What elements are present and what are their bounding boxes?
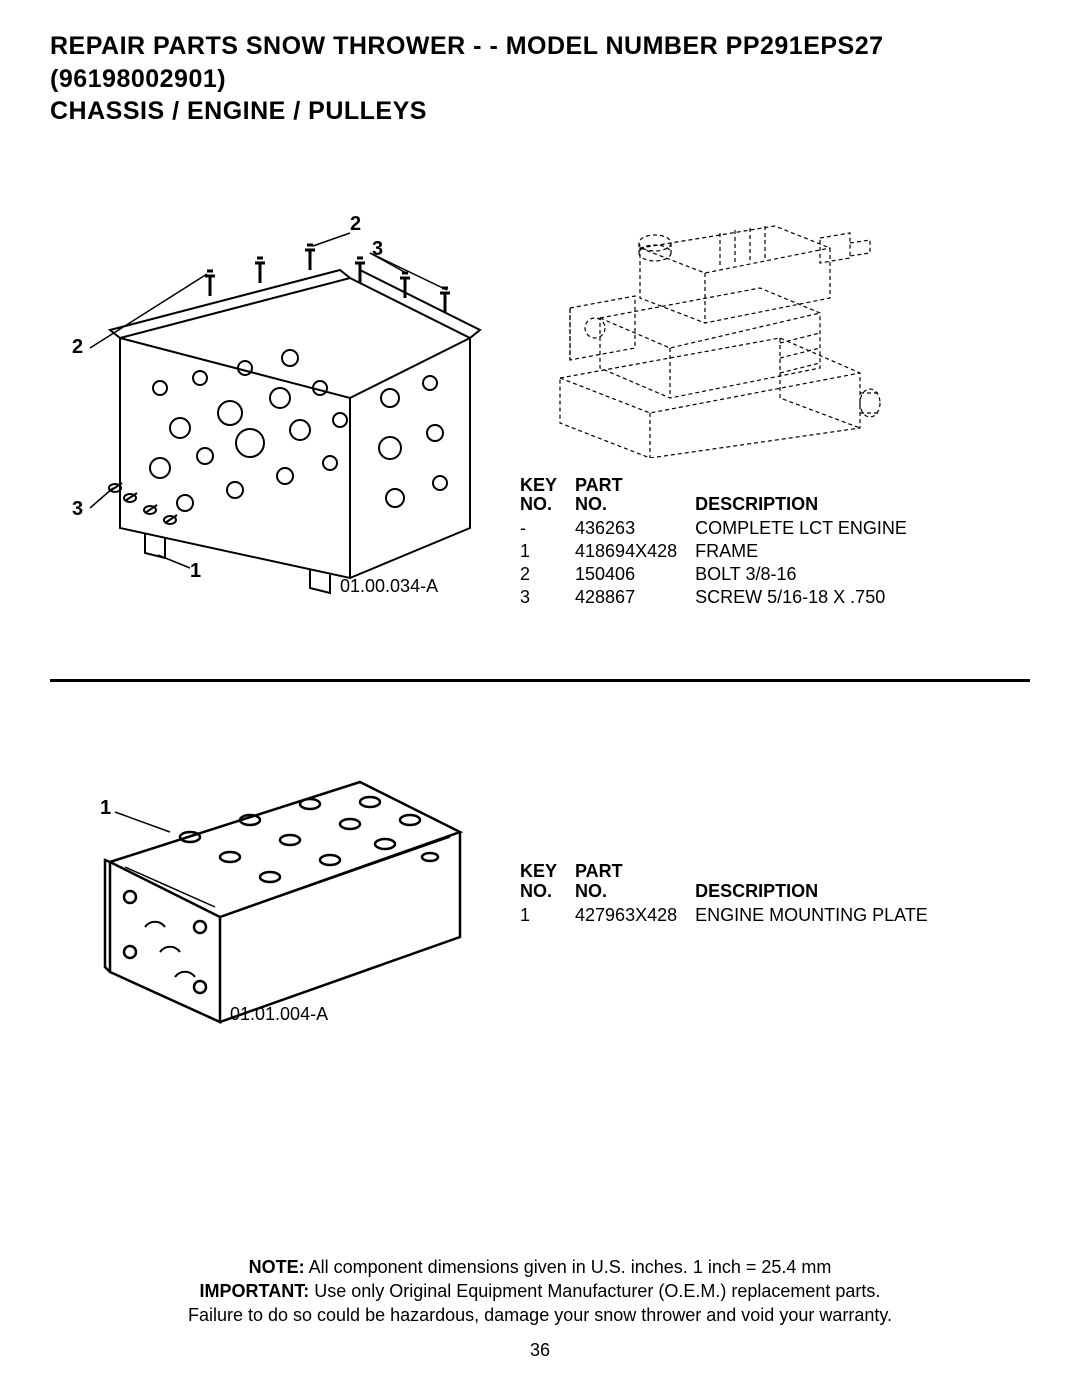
section-divider	[50, 679, 1030, 682]
engine-svg	[520, 198, 900, 458]
footer-line3: Failure to do so could be hazardous, dam…	[0, 1303, 1080, 1327]
table-row: - 436263 COMPLETE LCT ENGINE	[520, 517, 925, 540]
callout-3-left: 3	[72, 498, 83, 521]
callout-1: 1	[190, 560, 201, 583]
note-text: All component dimensions given in U.S. i…	[305, 1257, 832, 1277]
th-part-1: PARTNO.	[575, 476, 695, 518]
callout-1-plate: 1	[100, 797, 111, 820]
diagram-chassis: 2 3 2 3 1 01.00.034-A	[50, 198, 490, 603]
parts-tbody-2: 1 427963X428 ENGINE MOUNTING PLATE	[520, 904, 946, 927]
page-footer: NOTE: All component dimensions given in …	[0, 1255, 1080, 1362]
plate-svg	[50, 742, 490, 1042]
table-row: 1 418694X428 FRAME	[520, 540, 925, 563]
section1-right: KEYNO. PARTNO. DESCRIPTION - 436263 COMP…	[520, 198, 1030, 610]
th-key-2: KEYNO.	[520, 862, 575, 904]
section2-right: KEYNO. PARTNO. DESCRIPTION 1 427963X428 …	[520, 862, 946, 927]
diagram-mounting-plate: 1 01.01.004-A	[50, 742, 490, 1047]
page: REPAIR PARTS SNOW THROWER - - MODEL NUMB…	[0, 0, 1080, 1397]
note-label: NOTE:	[249, 1257, 305, 1277]
title-line2: CHASSIS / ENGINE / PULLEYS	[50, 97, 427, 125]
page-title: REPAIR PARTS SNOW THROWER - - MODEL NUMB…	[50, 30, 1030, 128]
diagram-label-1: 01.00.034-A	[340, 576, 438, 597]
page-number: 36	[0, 1338, 1080, 1362]
imp-text: Use only Original Equipment Manufacturer…	[309, 1281, 880, 1301]
footer-note: NOTE: All component dimensions given in …	[0, 1255, 1080, 1279]
title-line1: REPAIR PARTS SNOW THROWER - - MODEL NUMB…	[50, 32, 884, 93]
callout-3-top: 3	[372, 238, 383, 261]
section-mounting-plate: 1 01.01.004-A KEYNO. PARTNO. DESCRIPTION…	[50, 742, 1030, 1047]
callout-2-left: 2	[72, 336, 83, 359]
chassis-svg	[50, 198, 490, 598]
table-row: 3 428867 SCREW 5/16-18 X .750	[520, 586, 925, 609]
table-row: 2 150406 BOLT 3/8-16	[520, 563, 925, 586]
parts-table-1: KEYNO. PARTNO. DESCRIPTION - 436263 COMP…	[520, 476, 925, 610]
footer-important: IMPORTANT: Use only Original Equipment M…	[0, 1279, 1080, 1303]
th-desc-2: DESCRIPTION	[695, 862, 946, 904]
section-chassis: 2 3 2 3 1 01.00.034-A	[50, 198, 1030, 610]
callout-2-top: 2	[350, 213, 361, 236]
parts-table-2: KEYNO. PARTNO. DESCRIPTION 1 427963X428 …	[520, 862, 946, 927]
diagram-label-2: 01.01.004-A	[230, 1004, 328, 1025]
th-part-2: PARTNO.	[575, 862, 695, 904]
imp-label: IMPORTANT:	[200, 1281, 310, 1301]
table-row: 1 427963X428 ENGINE MOUNTING PLATE	[520, 904, 946, 927]
parts-tbody-1: - 436263 COMPLETE LCT ENGINE 1 418694X42…	[520, 517, 925, 609]
th-key-1: KEYNO.	[520, 476, 575, 518]
th-desc-1: DESCRIPTION	[695, 476, 925, 518]
